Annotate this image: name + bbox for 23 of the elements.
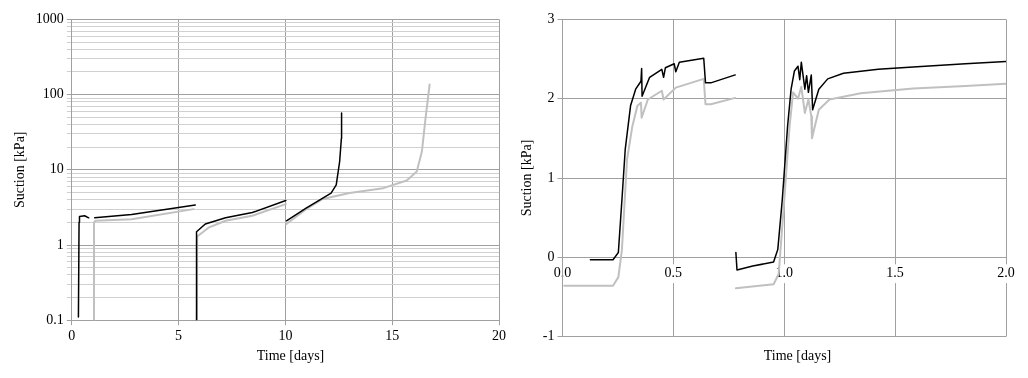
y-tick-label: 1000	[35, 11, 64, 27]
x-axis-title: Time [days]	[762, 348, 833, 364]
y-tick-label: -1	[542, 328, 555, 344]
x-tick-label: 0.5	[664, 265, 683, 281]
x-tick-label: 20	[492, 328, 506, 344]
x-tick-label: 5	[175, 328, 183, 344]
y-tick-label: 1	[56, 236, 64, 252]
x-tick-label: 15	[385, 328, 400, 344]
x-tick-label: 0.0	[553, 265, 572, 281]
x-tick-label: 0	[68, 328, 76, 344]
y-axis-title: Suction [kPa]	[12, 131, 28, 209]
x-tick-label: 2.0	[997, 265, 1015, 281]
y-tick-label: 3	[547, 11, 555, 27]
x-tick-label: 1.5	[886, 265, 904, 281]
y-tick-label: 1	[547, 169, 555, 185]
y-tick-label: 2	[547, 90, 555, 106]
y-axis-title: Suction [kPa]	[519, 139, 535, 217]
y-tick-label: 0	[547, 248, 555, 264]
x-axis-title: Time [days]	[255, 348, 326, 364]
y-tick-label: 100	[42, 86, 64, 102]
x-tick-label: 10	[278, 328, 293, 344]
y-tick-label: 10	[49, 161, 64, 177]
y-tick-label: 0.1	[46, 311, 64, 327]
